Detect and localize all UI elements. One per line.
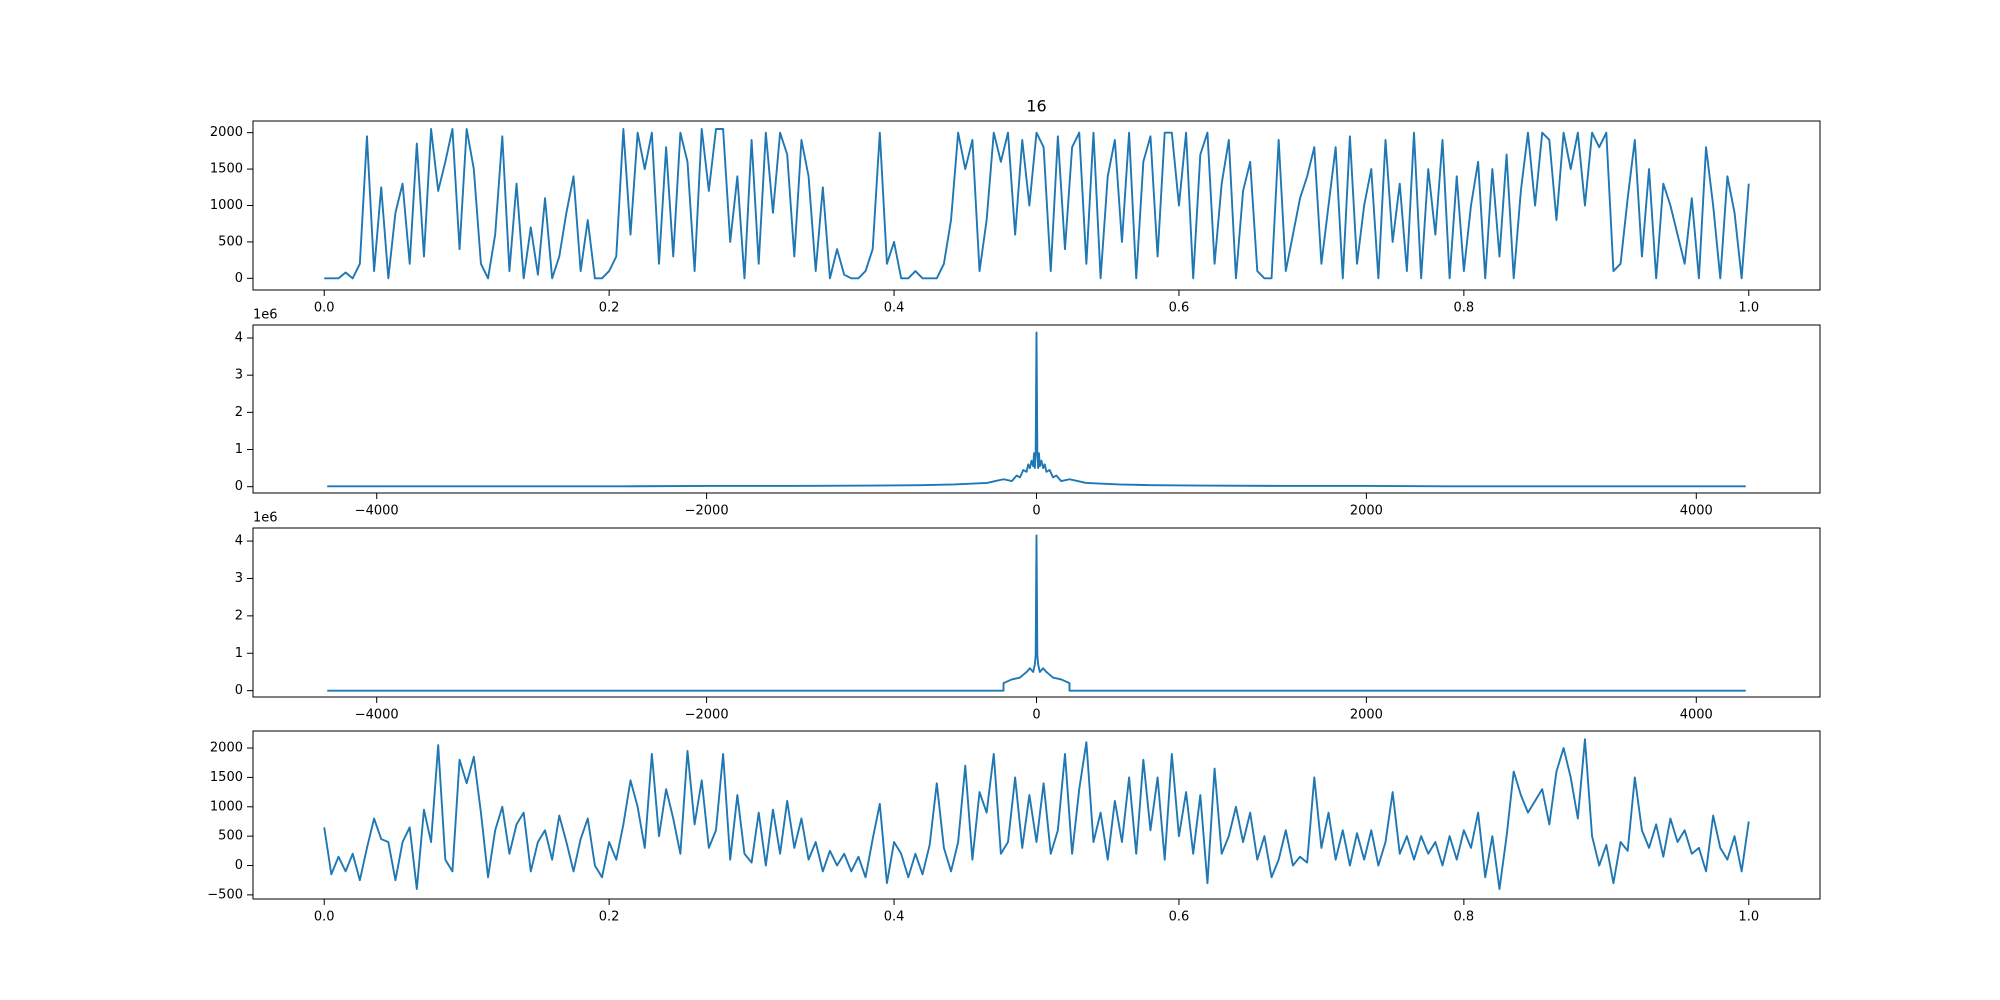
axes-frame	[252, 120, 1821, 291]
x-tick-label: 0.2	[599, 301, 620, 316]
x-tick-label: 0.0	[314, 301, 335, 316]
data-line	[327, 534, 1746, 692]
y-tick-label: 0	[235, 479, 243, 494]
axes-frame	[252, 730, 1821, 900]
y-tick-label: 1	[235, 442, 243, 457]
x-tick-label: 0.4	[884, 301, 905, 316]
y-tick-label: 500	[218, 829, 243, 844]
x-tick-label: 0.4	[884, 910, 905, 925]
y-tick-label: 2000	[210, 125, 243, 140]
x-tick-label: 0.8	[1454, 301, 1475, 316]
y-tick-label: 3	[235, 368, 243, 383]
offset-text: 1e6	[253, 308, 278, 323]
x-tick-label: −4000	[355, 708, 399, 723]
x-tick-label: 0	[1032, 504, 1040, 519]
x-tick-label: 0.0	[314, 910, 335, 925]
data-line	[324, 128, 1750, 280]
offset-text: 1e6	[253, 511, 278, 526]
chart-title: 16	[1026, 97, 1046, 116]
y-tick-label: 0	[235, 271, 243, 286]
x-tick-label: 0	[1032, 708, 1040, 723]
x-tick-label: 0.6	[1169, 910, 1190, 925]
y-tick-label: 1500	[210, 162, 243, 177]
y-tick-label: 0	[235, 858, 243, 873]
y-tick-label: 4	[235, 331, 243, 346]
data-line	[327, 331, 1746, 488]
axes-frame	[252, 324, 1821, 494]
y-tick-label: 3	[235, 571, 243, 586]
x-tick-label: 4000	[1680, 504, 1713, 519]
y-tick-label: 500	[218, 234, 243, 249]
y-tick-label: 0	[235, 683, 243, 698]
x-tick-label: 1.0	[1738, 910, 1759, 925]
y-tick-label: 2	[235, 608, 243, 623]
x-tick-label: 0.6	[1169, 301, 1190, 316]
y-tick-label: −500	[207, 887, 243, 902]
x-tick-label: 0.2	[599, 910, 620, 925]
x-tick-label: −2000	[685, 708, 729, 723]
x-tick-label: 2000	[1350, 708, 1383, 723]
y-tick-label: 1000	[210, 799, 243, 814]
axes-frame	[252, 527, 1821, 698]
y-tick-label: 1000	[210, 198, 243, 213]
data-line	[323, 738, 1750, 890]
y-tick-label: 4	[235, 534, 243, 549]
x-tick-label: −2000	[685, 504, 729, 519]
y-tick-label: 2000	[210, 741, 243, 756]
x-tick-label: 0.8	[1454, 910, 1475, 925]
y-tick-label: 1	[235, 646, 243, 661]
x-tick-label: 2000	[1350, 504, 1383, 519]
x-tick-label: 1.0	[1738, 301, 1759, 316]
y-tick-label: 1500	[210, 770, 243, 785]
x-tick-label: 4000	[1680, 708, 1713, 723]
y-tick-label: 2	[235, 405, 243, 420]
x-tick-label: −4000	[355, 504, 399, 519]
